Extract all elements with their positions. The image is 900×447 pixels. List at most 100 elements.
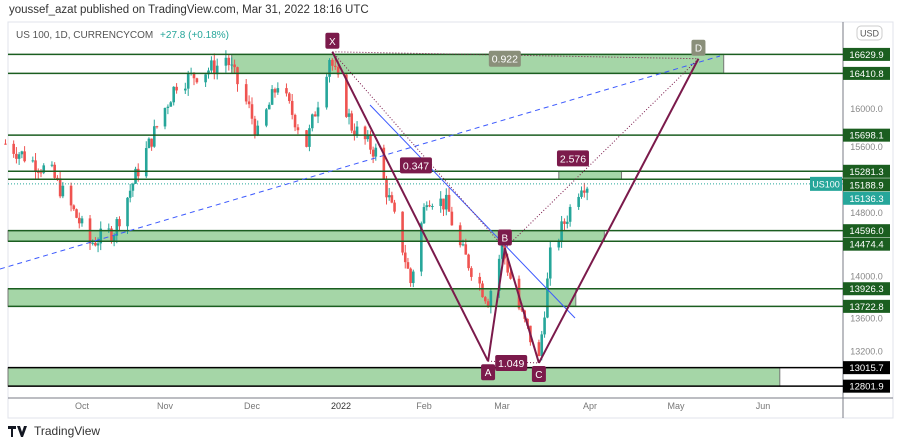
candle-body xyxy=(529,325,532,343)
candle-body xyxy=(403,252,407,263)
candle-body xyxy=(39,172,43,174)
time-axis-label: Mar xyxy=(494,401,510,411)
candle-body xyxy=(374,147,378,157)
candle-body xyxy=(227,57,231,66)
candle-body xyxy=(80,218,84,224)
candle-body xyxy=(215,65,219,75)
candle-body xyxy=(50,164,54,166)
price-axis-label: 14800.0 xyxy=(850,208,883,218)
candle-body xyxy=(72,205,76,210)
candle-body xyxy=(444,194,448,210)
candle-body xyxy=(247,101,251,105)
candle-body xyxy=(210,60,213,71)
support-resistance-zone xyxy=(7,288,577,307)
candle-body xyxy=(172,86,175,103)
candle-body xyxy=(224,57,228,66)
last-price-tag xyxy=(843,191,890,205)
time-axis-label: Feb xyxy=(416,401,432,411)
candle-body xyxy=(56,177,59,179)
candle-body xyxy=(186,73,190,89)
support-resistance-zone xyxy=(231,53,725,74)
level-price-tag xyxy=(843,224,890,238)
level-price-tag xyxy=(843,178,890,192)
candle-body xyxy=(336,66,340,75)
candle-body xyxy=(42,165,46,173)
level-price-label: 14474.4 xyxy=(849,240,883,251)
candle-body xyxy=(147,138,151,149)
candle-body xyxy=(136,168,140,177)
footer: TradingView xyxy=(8,424,100,438)
candle-body xyxy=(497,258,501,291)
candle-body xyxy=(520,308,524,311)
price-axis-label: 13200.0 xyxy=(850,347,883,357)
publish-info: youssef_azat published on TradingView.co… xyxy=(9,4,369,16)
price-axis-label: 16000.0 xyxy=(850,104,883,114)
candle-body xyxy=(244,84,248,102)
candle-body xyxy=(577,196,580,207)
candle-body xyxy=(563,221,566,224)
candle-body xyxy=(110,228,113,241)
candle-body xyxy=(546,278,549,318)
chart-frame xyxy=(7,21,894,419)
level-price-label: 13926.3 xyxy=(849,284,883,295)
level-price-label: 15188.9 xyxy=(849,180,883,191)
candle-body xyxy=(265,109,268,126)
footer-brand: TradingView xyxy=(34,424,101,438)
currency-button[interactable] xyxy=(856,25,883,41)
candle-body xyxy=(483,297,487,302)
support-resistance-zone xyxy=(558,170,623,180)
level-price-tag xyxy=(843,282,890,296)
currency-label: USD xyxy=(860,29,880,39)
candle-body xyxy=(276,88,280,93)
candle-body xyxy=(447,194,451,212)
ratio-label: 0.347 xyxy=(403,160,429,172)
dashed-trendline xyxy=(0,55,721,270)
harmonic-point-badge xyxy=(481,364,496,381)
ratio-badge xyxy=(495,354,528,371)
candle-body xyxy=(96,243,100,246)
level-price-tag xyxy=(843,47,890,61)
candle-body xyxy=(467,254,470,269)
candle-body xyxy=(369,134,372,150)
candle-body xyxy=(439,198,443,206)
candle-body xyxy=(308,128,311,147)
candle-body xyxy=(425,205,429,208)
symbol-legend: US 100, 1D, CURRENCYCOM +27.8 (+0.18%) xyxy=(16,30,229,41)
candle-body xyxy=(230,64,233,66)
time-axis-label: Nov xyxy=(157,401,174,411)
candle-body xyxy=(409,268,412,284)
candle-body xyxy=(69,185,73,206)
candle-body xyxy=(61,185,65,197)
candle-body xyxy=(325,76,328,108)
ratio-label: 2.576 xyxy=(560,153,586,165)
harmonic-point-badge xyxy=(325,32,340,49)
candle-body xyxy=(293,114,297,128)
level-price-label: 14596.0 xyxy=(849,226,883,237)
level-price-label: 12801.9 xyxy=(849,382,883,393)
candle-body xyxy=(23,151,26,162)
candle-body xyxy=(107,228,111,230)
candle-body xyxy=(4,143,7,145)
candle-body xyxy=(34,160,37,172)
candle-body xyxy=(15,153,18,159)
symbol-tag xyxy=(810,176,842,191)
candle-body xyxy=(316,107,320,117)
candle-body xyxy=(115,219,119,236)
candle-body xyxy=(58,178,62,197)
harmonic-point-label: C xyxy=(535,370,542,381)
level-price-label: 13015.7 xyxy=(849,363,883,374)
harmonic-leg xyxy=(538,58,700,364)
candle-body xyxy=(310,114,314,129)
candle-body xyxy=(128,190,132,198)
candle-body xyxy=(256,125,260,135)
candle-body xyxy=(385,178,388,198)
candle-body xyxy=(250,104,254,119)
candle-body xyxy=(267,104,271,110)
candle-body xyxy=(387,195,391,198)
candle-body xyxy=(331,59,334,66)
candle-body xyxy=(36,171,40,173)
candle-body xyxy=(478,276,482,284)
level-price-label: 15281.3 xyxy=(849,167,883,178)
level-price-label: 15698.1 xyxy=(849,131,883,142)
